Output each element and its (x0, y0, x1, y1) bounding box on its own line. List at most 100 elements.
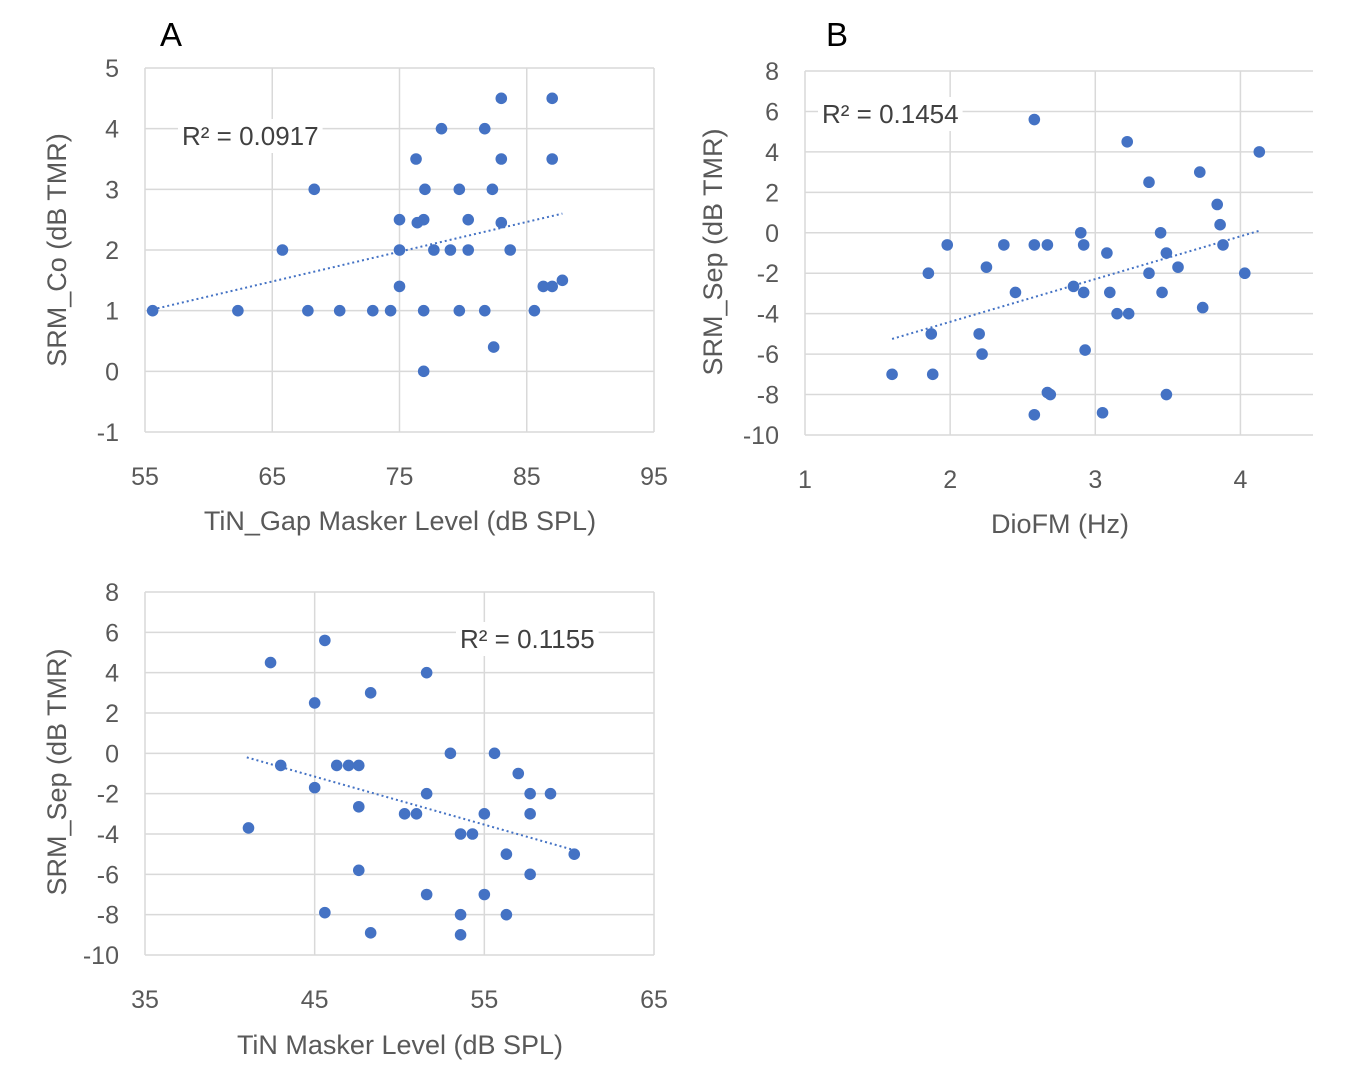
panel-a-data-point (308, 183, 321, 196)
panel-c-data-point (319, 906, 331, 919)
panel-a-y-tick-label: 1 (105, 298, 119, 326)
panel-c-data-point (410, 808, 423, 820)
panel-a-data-point (537, 280, 550, 293)
panel-c-y-tick-label: -6 (97, 861, 119, 889)
panel-c-data-point (454, 929, 467, 941)
panel-a-data-point (393, 280, 406, 293)
panel-a-y-axis-label: SRM_Co (dB TMR) (42, 133, 72, 367)
r-squared-label-background (818, 97, 963, 131)
panel-a-data-point (546, 280, 558, 293)
panel-c-trendline (246, 756, 575, 852)
panel-b-data-point (1143, 267, 1155, 280)
panel-c-chart: -10 -8 -6 -4 -2 0 2 4 6 8 35 45 55 65 R² = 0.1155 TiN… (42, 579, 668, 1060)
panel-c-data-point (500, 908, 513, 921)
panel-c-data-point (568, 848, 581, 860)
panel-c-data-point (524, 808, 536, 820)
r-squared-label-background (456, 622, 599, 656)
panel-c-data-point (352, 800, 365, 813)
panel-c-data-point (319, 634, 331, 647)
panel-a-y-tick-label: 3 (105, 176, 119, 204)
panel-c-y-tick-label: 4 (105, 660, 119, 688)
panel-b-data-point (1044, 388, 1057, 401)
panel-c-data-point (364, 927, 377, 939)
panel-a-data-point (417, 304, 430, 317)
panel-c-data-point (454, 908, 467, 921)
panel-c-y-tick-label: -4 (97, 821, 119, 849)
panel-b-x-tick-label: 4 (1233, 466, 1247, 494)
panel-a-data-point (384, 304, 397, 317)
panel-c-data-point (488, 747, 501, 760)
panel-a-data-point (417, 213, 430, 226)
panel-a-data-point (419, 183, 431, 196)
panel-c-data-point (420, 888, 433, 901)
panel-a-data-point (435, 122, 448, 135)
panel-a-data-point (444, 244, 457, 256)
panel-b-data-point (1193, 166, 1206, 178)
panel-c-data-point (342, 759, 355, 772)
panel-b-data-point (1238, 267, 1251, 280)
panel-c-y-tick-label: -10 (83, 942, 119, 970)
panel-b-data-point (1028, 113, 1041, 126)
panel-b-data-point (998, 239, 1010, 251)
panel-b-data-point (1067, 280, 1080, 293)
panel-c-data-point (308, 781, 321, 794)
panel-a-data-point (504, 244, 517, 256)
panel-b-data-point (1172, 261, 1184, 273)
panel-a-data-point (302, 304, 314, 317)
panel-a-letter: A (160, 16, 182, 53)
panel-b-x-tick-label: 2 (943, 466, 957, 494)
panel-c-data-point (352, 759, 365, 772)
panel-b-data-point (1196, 301, 1209, 314)
panel-b-x-tick-label: 1 (798, 466, 812, 494)
panel-b-data-point (1154, 226, 1167, 239)
panel-a-data-point (417, 365, 430, 378)
panel-a-x-tick-label: 55 (131, 463, 159, 491)
panel-a-x-tick-label: 75 (386, 463, 414, 491)
panel-a-data-point (428, 244, 440, 256)
panel-c-data-point (242, 822, 255, 834)
panel-a-x-tick-label: 85 (513, 463, 541, 491)
panel-a-y-tick-label: 2 (105, 237, 119, 265)
panel-a-x-axis-label: TiN_Gap Masker Level (dB SPL) (204, 506, 596, 536)
panel-b-data-point (925, 328, 938, 340)
panel-b-data-point (1211, 198, 1224, 211)
panel-b-y-tick-label: 4 (765, 139, 779, 167)
panel-a-y-tick-label: 4 (105, 116, 119, 144)
panel-b-data-point (1028, 239, 1041, 251)
panel-a-x-tick-label: 65 (258, 463, 286, 491)
panel-b-letter: B (826, 16, 848, 53)
panel-a-y-tick-label: -1 (97, 419, 119, 447)
panel-a-data-point (393, 213, 406, 226)
panel-c-data-point (398, 808, 411, 820)
panel-a-r-squared: R² = 0.0917 (182, 121, 319, 151)
panel-a-data-point (462, 213, 475, 226)
panel-b-data-point (1074, 226, 1087, 239)
panel-a-data-point (495, 216, 508, 229)
panel-b-y-tick-label: 6 (765, 98, 779, 126)
panel-b-data-point (1077, 286, 1090, 299)
panel-c-data-point (544, 787, 557, 800)
panel-c-x-axis-label: TiN Masker Level (dB SPL) (237, 1030, 563, 1060)
panel-b-data-point (1214, 218, 1226, 231)
panel-b-y-tick-label: -8 (757, 382, 779, 410)
panel-b-data-point (1028, 408, 1041, 421)
panel-a-trendline (152, 212, 563, 311)
panel-c-y-tick-label: 8 (105, 579, 119, 607)
panel-c-data-point (330, 759, 343, 772)
panel-c-x-tick-label: 35 (131, 986, 159, 1014)
panel-b-y-tick-label: -2 (757, 260, 779, 288)
panel-a-data-point (366, 304, 379, 317)
panel-b-chart: B -10 -8 -6 -4 -2 0 2 4 6 8 1 2 3 4 R² = 0.1454 DioFM… (698, 16, 1313, 539)
panel-b-data-point (1041, 239, 1054, 251)
panel-c-data-point (364, 687, 377, 699)
panel-b-y-tick-label: -4 (757, 301, 779, 329)
panel-a-data-point (478, 122, 491, 135)
panel-c-data-point (352, 864, 365, 877)
panel-a-y-tick-label: 5 (105, 55, 119, 83)
r-squared-label-background (178, 119, 323, 153)
panel-c-data-point (454, 828, 467, 840)
panel-c-data-point (500, 848, 513, 860)
panel-b-data-point (1143, 176, 1155, 189)
panel-b-data-point (886, 368, 898, 381)
panel-b-y-tick-label: -6 (757, 341, 779, 369)
